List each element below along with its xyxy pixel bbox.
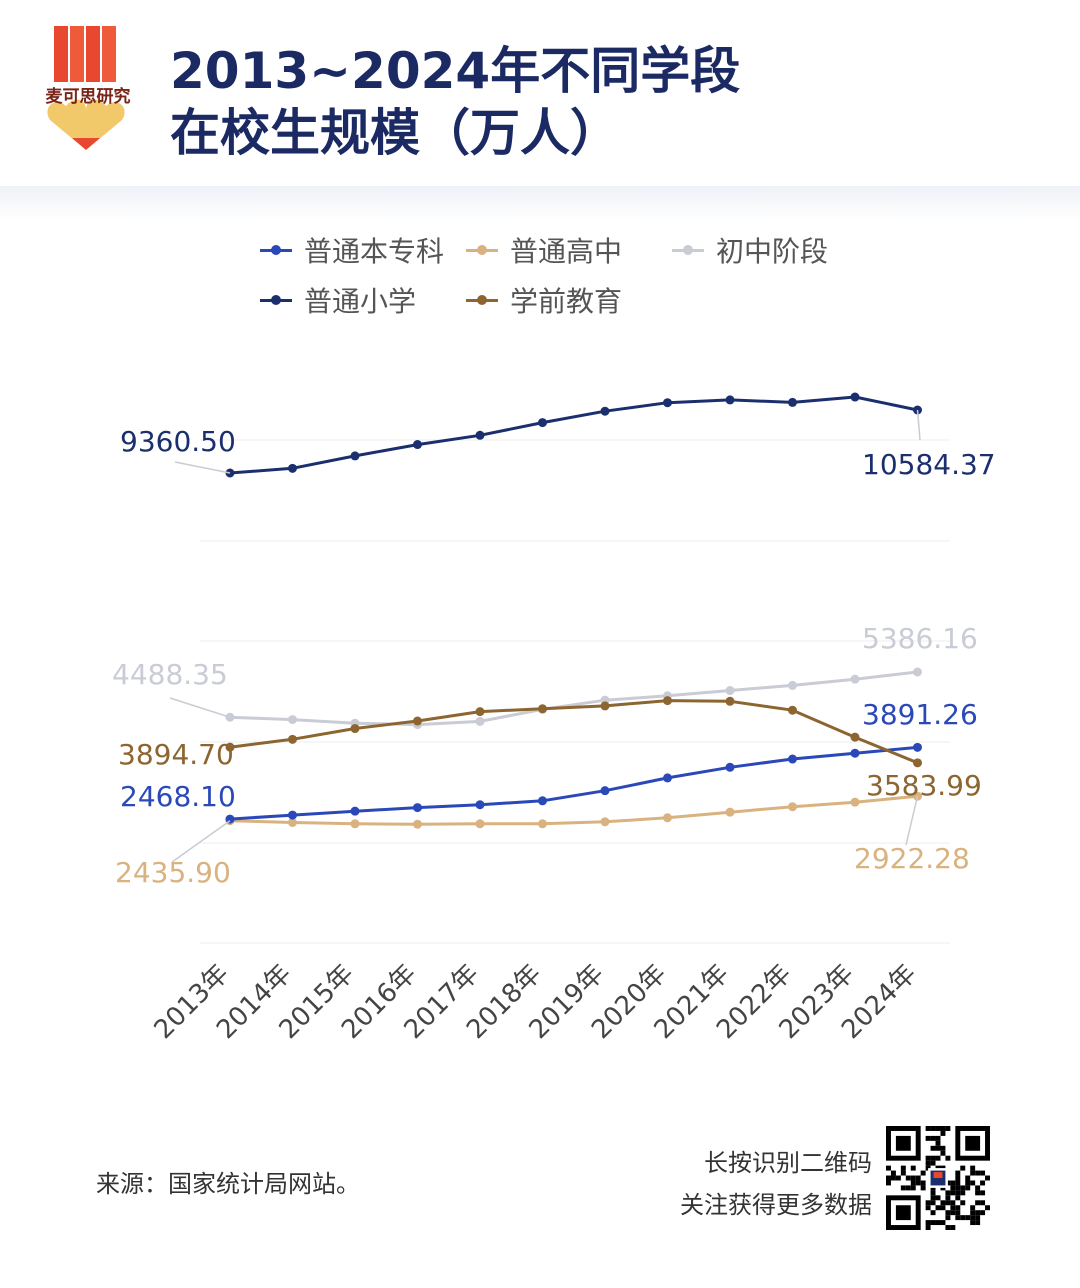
legend-item-1: 普通本专科 [260, 230, 444, 270]
data-label-3-last: 5386.16 [862, 622, 978, 655]
data-point [788, 397, 797, 407]
qr-code-icon[interactable] [886, 1126, 990, 1230]
data-point [350, 724, 360, 734]
header: 麦可思研究 2013~2024年不同学段 在校生规模（万人） [0, 0, 1080, 188]
data-point [350, 451, 360, 461]
data-point [475, 716, 485, 726]
data-point [413, 803, 422, 813]
series-line-4 [229, 395, 918, 475]
data-point [850, 748, 860, 758]
data-point [850, 797, 860, 807]
data-point [538, 418, 547, 428]
maike-logo [47, 26, 125, 150]
data-point [725, 696, 735, 706]
qr-caption: 长按识别二维码 关注获得更多数据 [640, 1142, 872, 1226]
legend-swatch-5 [466, 294, 498, 306]
data-label-5-last: 3583.99 [866, 769, 982, 802]
data-point [538, 796, 547, 806]
data-point [538, 819, 547, 829]
data-label-2-last: 2922.28 [854, 842, 970, 875]
data-point [538, 704, 547, 714]
data-point [850, 392, 860, 402]
series-line-5 [229, 699, 919, 765]
data-point [225, 814, 235, 824]
legend-item-5: 学前教育 [466, 280, 622, 320]
data-point [288, 463, 297, 473]
legend-swatch-1 [260, 244, 292, 256]
data-point [663, 813, 672, 823]
data-point [413, 440, 422, 450]
title-line-1: 2013~2024年不同学段 [170, 42, 741, 100]
legend-label-5: 学前教育 [510, 285, 623, 318]
data-point [288, 715, 297, 725]
data-label-1-first: 2468.10 [120, 780, 236, 813]
legend-label-1: 普通本专科 [304, 235, 445, 268]
qr-caption-line-1: 长按识别二维码 [704, 1149, 872, 1177]
leader-line [905, 796, 919, 846]
data-point [413, 819, 422, 829]
legend-swatch-3 [672, 244, 704, 256]
legend-item-3: 初中阶段 [672, 230, 828, 270]
data-point [475, 800, 485, 810]
data-point [913, 667, 922, 677]
data-point [225, 712, 235, 722]
data-point [475, 819, 485, 829]
header-shadow [0, 186, 1080, 220]
data-point [725, 762, 735, 772]
series-line-3 [229, 670, 918, 727]
data-point [788, 705, 797, 715]
data-point [913, 742, 922, 752]
data-point [475, 707, 485, 717]
legend-label-3: 初中阶段 [716, 235, 829, 268]
series-line-1 [229, 745, 918, 821]
data-point [663, 696, 672, 706]
data-point [288, 810, 297, 820]
legend-item-2: 普通高中 [466, 230, 622, 270]
data-point [600, 701, 610, 711]
data-point [788, 680, 797, 690]
data-point [850, 732, 860, 742]
legend-label-4: 普通小学 [304, 285, 417, 318]
leader-line [171, 820, 231, 863]
title-line-2: 在校生规模（万人） [170, 104, 620, 162]
data-point [600, 786, 610, 796]
data-point [350, 819, 360, 829]
leader-line [916, 409, 921, 441]
data-point [350, 806, 360, 816]
data-point [600, 406, 610, 416]
data-point [225, 742, 235, 752]
leader-line [169, 697, 231, 718]
data-point [663, 773, 672, 783]
data-label-5-first: 3894.70 [118, 738, 234, 771]
data-point [725, 395, 735, 405]
source-note: 来源：国家统计局网站。 [96, 1170, 360, 1198]
data-point [725, 686, 735, 696]
legend-item-4: 普通小学 [260, 280, 416, 320]
data-label-1-last: 3891.26 [862, 698, 978, 731]
data-point [475, 430, 485, 440]
data-point [600, 817, 610, 827]
data-point [850, 674, 860, 684]
page-title: 2013~2024年不同学段 在校生规模（万人） [170, 40, 1030, 164]
data-label-4-last: 10584.37 [862, 448, 996, 481]
qr-caption-line-2: 关注获得更多数据 [680, 1191, 872, 1219]
legend-swatch-4 [260, 294, 292, 306]
data-point [288, 734, 297, 744]
data-label-3-first: 4488.35 [112, 658, 228, 691]
data-point [288, 817, 297, 827]
data-point [913, 758, 922, 768]
data-label-2-first: 2435.90 [115, 856, 231, 889]
data-point [663, 398, 672, 408]
series-line-2 [229, 794, 918, 826]
data-point [413, 716, 422, 726]
line-chart: 2013年2014年2015年2016年2017年2018年2019年2020年… [112, 392, 996, 1045]
legend-swatch-2 [466, 244, 498, 256]
legend-label-2: 普通高中 [510, 235, 623, 268]
data-label-4-first: 9360.50 [120, 425, 236, 458]
data-point [788, 802, 797, 812]
data-point [788, 754, 797, 764]
data-point [725, 807, 735, 817]
leader-line [174, 461, 231, 474]
